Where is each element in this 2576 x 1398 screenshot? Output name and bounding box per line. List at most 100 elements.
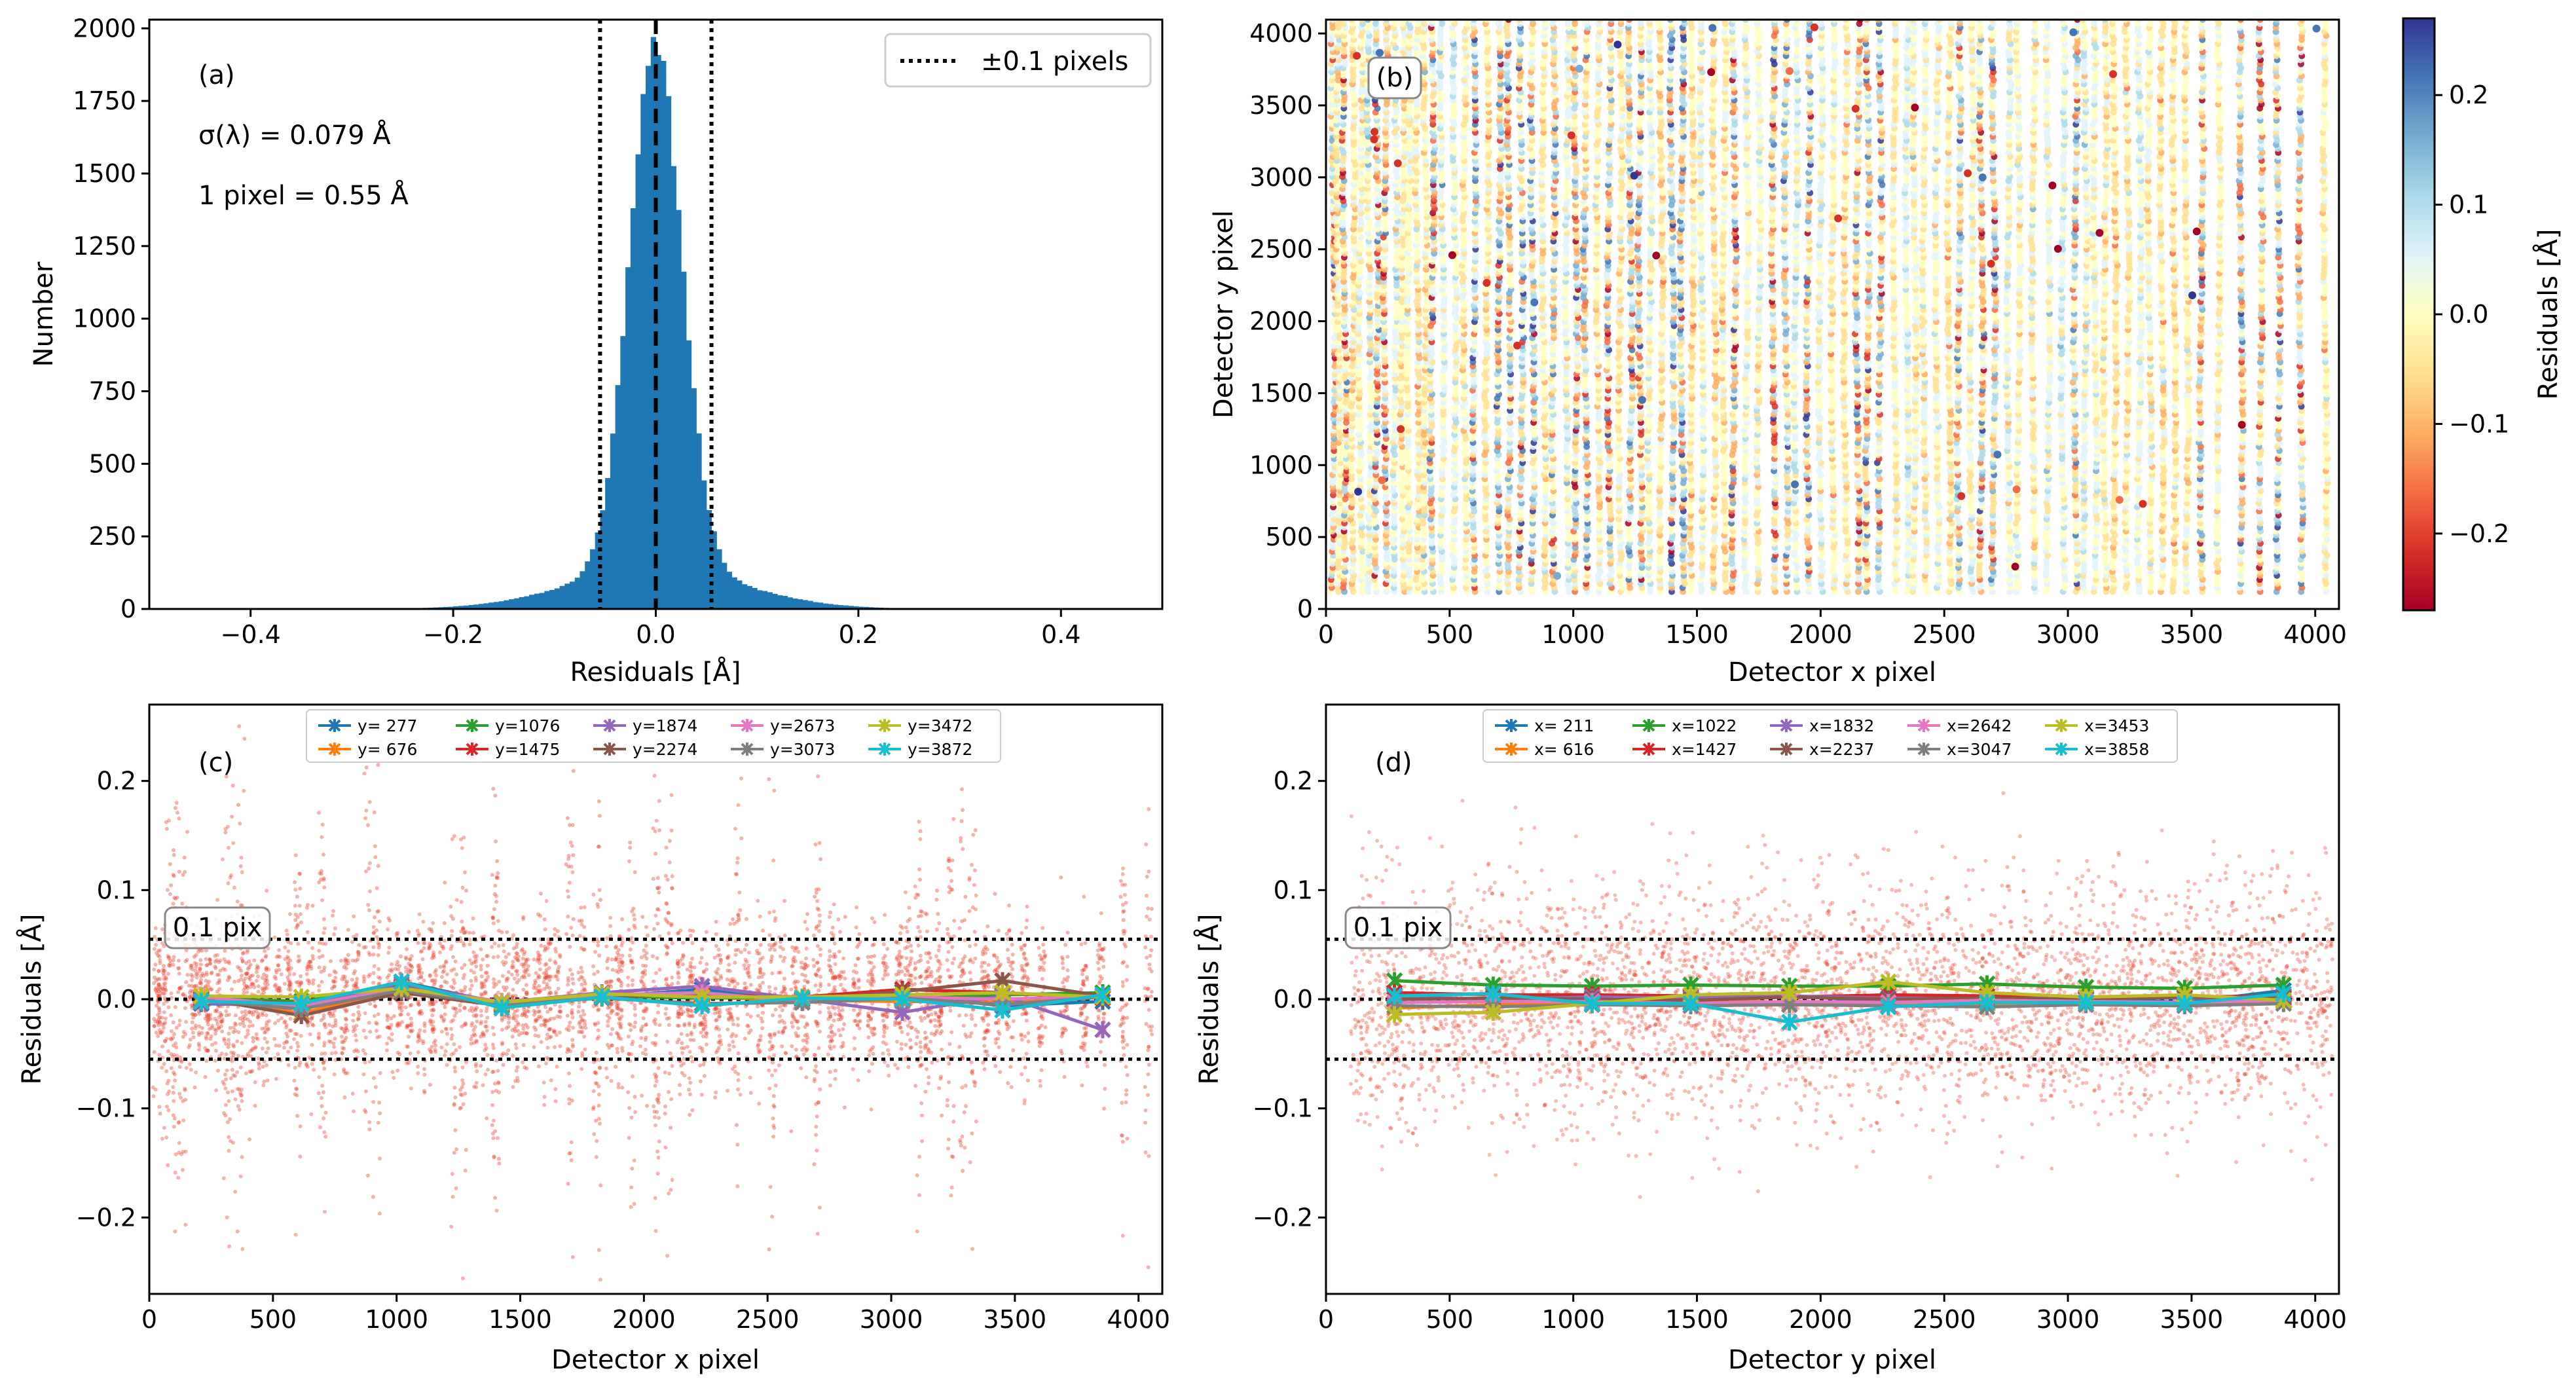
histogram-bar	[691, 388, 697, 609]
panel-b: 0 500 1000 1500 2000 2500 3000 3500 4000 0500100…	[1209, 17, 2564, 688]
x-tick-label: −0.4	[221, 620, 281, 649]
histogram-bar	[722, 562, 727, 609]
histogram-bar	[681, 271, 687, 609]
histogram-bar	[585, 561, 591, 609]
histogram-bar	[539, 593, 545, 609]
arc-line-points	[1327, 20, 2331, 595]
histogram-bar	[843, 605, 849, 609]
histogram-bar	[554, 588, 561, 609]
histogram-bar	[686, 340, 692, 609]
legend-entry: ±0.1 pixels	[981, 46, 1128, 77]
histogram-bar	[762, 591, 768, 609]
y-tick-label: 2000	[73, 14, 136, 43]
histogram-bar	[580, 571, 585, 609]
histogram-bar	[813, 602, 819, 609]
x-tick-label: 0.0	[636, 620, 675, 649]
histogram-bar	[696, 433, 702, 609]
y-tick-label: 250	[88, 522, 136, 551]
histogram-bar	[640, 94, 646, 609]
y-tick-label: 0	[120, 595, 136, 623]
x-tick-label: 0.4	[1041, 620, 1080, 649]
histogram-bar	[787, 597, 793, 609]
y-tick-label: 1000	[73, 304, 136, 333]
histogram-bar	[534, 593, 540, 609]
histogram-bar	[509, 599, 515, 609]
histogram-bar	[574, 578, 580, 609]
legend-box	[884, 33, 1152, 88]
histogram-bar	[711, 531, 717, 609]
panel-a: −0.4 −0.2 0.0 0.2 0.4 0250500750100012501500…	[29, 14, 1164, 688]
histogram-bar	[726, 572, 733, 609]
reference-lines	[598, 20, 714, 609]
histogram-bar	[600, 510, 606, 609]
histogram-bar	[513, 598, 520, 609]
x-axis-label: Residuals [Å]	[570, 656, 741, 688]
histogram-bar	[453, 606, 459, 609]
legend: ±0.1 pixels	[884, 33, 1152, 88]
histogram-bar	[822, 603, 828, 609]
y-tick-label: 1500	[73, 159, 136, 188]
histogram-bar	[458, 606, 464, 609]
histogram-bar	[595, 532, 600, 609]
histogram-bar	[448, 606, 454, 609]
panel-label: (a)	[198, 60, 235, 90]
histogram-bar	[504, 600, 509, 609]
y-tick-label: 750	[88, 377, 136, 405]
y-axis-label: Number	[29, 261, 59, 367]
histogram-bar	[605, 478, 611, 609]
histogram-bar	[478, 604, 485, 609]
histogram-bar	[519, 597, 524, 609]
x-ticks: −0.4 −0.2 0.0 0.2 0.4	[221, 609, 1081, 649]
histogram-bar	[863, 606, 869, 609]
histogram-bar	[650, 37, 656, 609]
histogram-bar	[646, 65, 652, 609]
histogram-bar	[767, 592, 773, 609]
histogram-bar	[782, 596, 788, 609]
sigma-annotation: σ(λ) = 0.079 Å	[198, 119, 391, 151]
histogram-bar	[625, 267, 631, 609]
histogram-bar	[833, 604, 839, 609]
histogram-bar	[529, 595, 535, 609]
histogram-bar	[701, 480, 707, 609]
pixel-scale-annotation: 1 pixel = 0.55 Å	[198, 179, 409, 211]
histogram-bar	[549, 589, 555, 609]
histogram-bar	[676, 210, 682, 609]
histogram-bar	[524, 596, 530, 609]
histogram-bar	[559, 585, 565, 609]
histogram-bar	[488, 602, 494, 609]
histogram-bar	[737, 580, 743, 609]
histogram-bar	[741, 584, 748, 609]
histogram-bar	[671, 166, 676, 609]
histogram-bar	[564, 583, 570, 609]
histogram-bar	[802, 600, 809, 609]
histogram-bar	[493, 602, 500, 609]
y-tick-label: 1750	[73, 86, 136, 115]
histogram-bar	[798, 599, 803, 609]
histogram-bar	[665, 96, 672, 609]
x-tick-label: −0.2	[423, 620, 483, 649]
histogram-bar	[837, 605, 844, 609]
histogram-bar	[807, 600, 813, 609]
histogram-bar	[615, 385, 621, 609]
histogram-bar	[483, 603, 489, 609]
histogram-bar	[635, 154, 641, 609]
histogram-bar	[620, 336, 626, 609]
histogram-bar	[828, 604, 834, 609]
histogram-bar	[716, 549, 722, 609]
histogram-bar	[746, 585, 752, 609]
histogram-bar	[731, 577, 737, 609]
histogram-bar	[792, 598, 798, 609]
histogram-bar	[498, 601, 504, 609]
histogram-bar	[463, 605, 469, 609]
histogram-bars	[220, 37, 1092, 609]
histogram-bar	[853, 606, 859, 609]
histogram-bar	[570, 581, 576, 609]
histogram-bar	[473, 604, 479, 609]
histogram-bar	[610, 433, 616, 609]
histogram-bar	[544, 591, 550, 609]
histogram-bar	[468, 604, 474, 609]
y-tick-label: 1250	[73, 232, 136, 261]
histogram-bar	[630, 208, 636, 609]
